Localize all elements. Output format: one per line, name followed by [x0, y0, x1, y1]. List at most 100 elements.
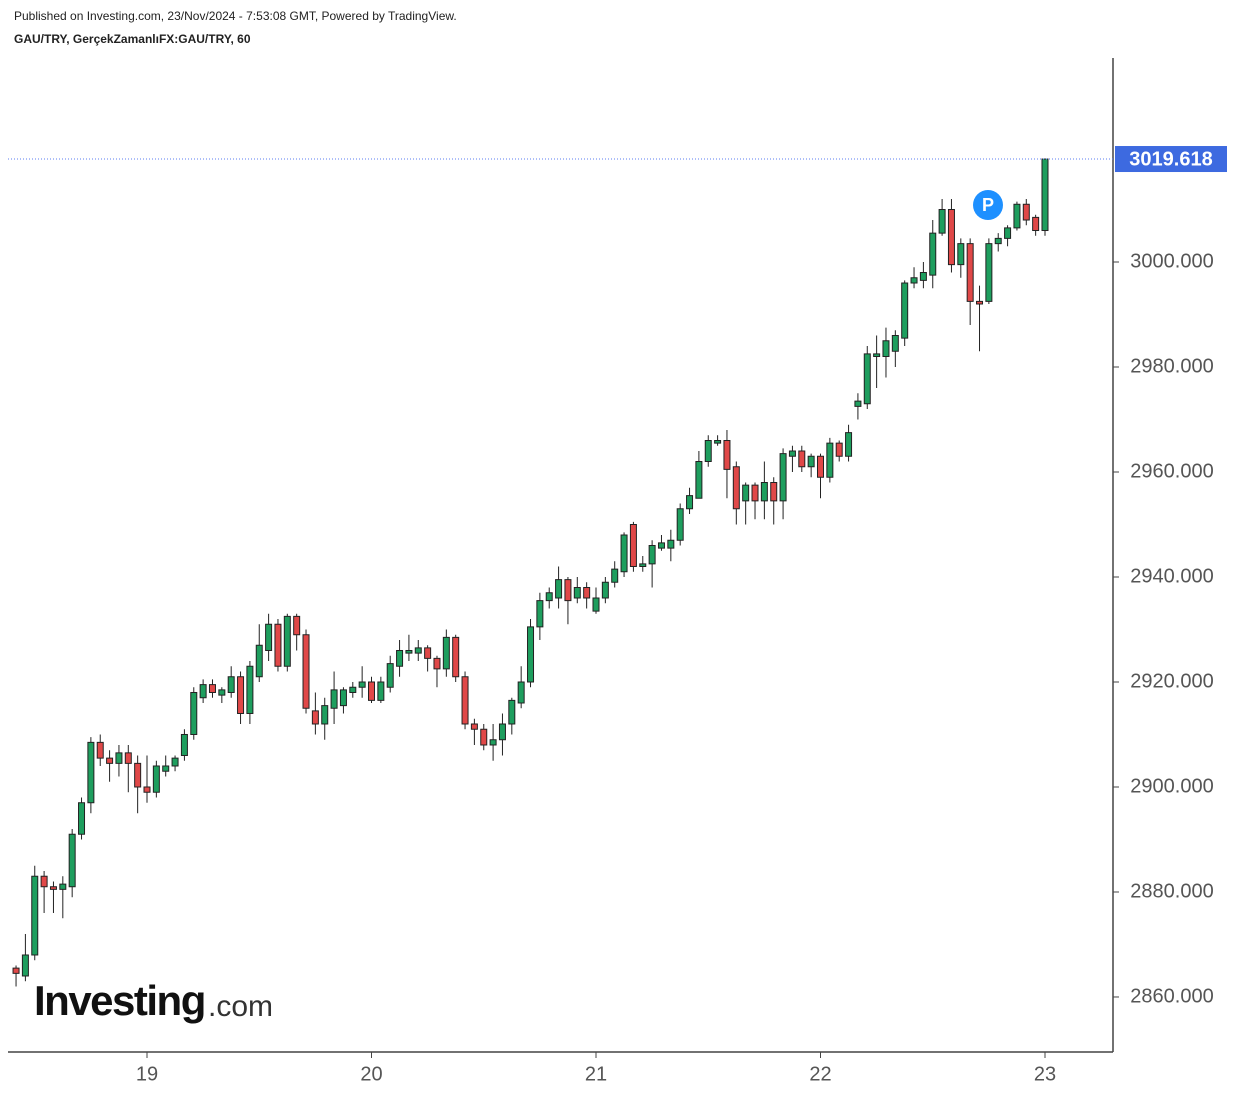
candle-body	[620, 534, 628, 573]
candle-body	[555, 579, 563, 599]
candle-body	[124, 752, 132, 764]
candle-body	[293, 615, 301, 636]
candle-body	[583, 586, 591, 599]
candle-body	[31, 875, 39, 956]
chart-title: GAU/TRY, GerçekZamanlıFX:GAU/TRY, 60	[14, 32, 251, 46]
candle-body	[854, 400, 862, 407]
y-tick-label: 2960.000	[1130, 460, 1213, 482]
candle-body	[396, 649, 404, 667]
candle-body	[527, 626, 535, 683]
y-tick-label: 3000.000	[1130, 250, 1213, 272]
candle-body	[592, 597, 600, 612]
y-tick-label: 2980.000	[1130, 355, 1213, 377]
candle-body	[339, 689, 347, 707]
candle-body	[78, 802, 86, 835]
candle-body	[180, 733, 188, 756]
candle-body	[1022, 203, 1030, 221]
candle-body	[676, 508, 684, 541]
candle-body	[227, 676, 235, 693]
candle-body	[508, 699, 516, 725]
candle-body	[826, 442, 834, 478]
candle-body	[96, 741, 104, 759]
candle-body	[966, 243, 974, 302]
candle-body	[405, 649, 413, 654]
candle-body	[957, 243, 965, 266]
candle-body	[751, 484, 759, 502]
candle-body	[611, 568, 619, 583]
candle-body	[845, 432, 853, 457]
candle-body	[321, 705, 329, 725]
candle-body	[714, 440, 722, 444]
candle-body	[218, 689, 226, 696]
candle-body	[788, 450, 796, 457]
candle-body	[901, 282, 909, 339]
candle-body	[190, 691, 198, 735]
candle-body	[283, 615, 291, 667]
candle-body	[143, 786, 151, 793]
candle-body	[433, 657, 441, 670]
candle-body	[695, 461, 703, 499]
candle-body	[134, 762, 142, 788]
last-price-box	[1115, 146, 1227, 173]
candle-body	[704, 440, 712, 463]
candle-body	[349, 686, 357, 693]
candle-body	[49, 886, 57, 890]
candle-body	[265, 623, 273, 651]
candle-body	[573, 586, 581, 599]
candle-body	[461, 676, 469, 725]
candle-body	[1041, 158, 1049, 232]
candle-body	[891, 335, 899, 352]
candle-body	[386, 663, 394, 688]
candle-body	[816, 455, 824, 478]
candle-body	[667, 539, 675, 549]
candle-body	[686, 495, 694, 510]
candle-body	[470, 723, 478, 730]
candle-body	[498, 723, 506, 741]
candle-body	[442, 636, 450, 670]
candle-body	[536, 600, 544, 628]
candle-body	[311, 710, 319, 725]
candle-body	[302, 634, 310, 709]
candle-body	[629, 523, 637, 567]
annotation-marker	[973, 190, 1003, 220]
y-tick-label: 2940.000	[1130, 565, 1213, 587]
candle-body	[770, 482, 778, 502]
candle-body	[798, 450, 806, 468]
candle-body	[835, 442, 843, 457]
candle-body	[601, 581, 609, 599]
candle-body	[639, 563, 647, 567]
y-tick-label: 2900.000	[1130, 775, 1213, 797]
x-tick-label: 20	[360, 1063, 382, 1085]
candle-body	[246, 665, 254, 714]
candle-body	[414, 647, 422, 654]
y-tick-label: 2860.000	[1130, 985, 1213, 1007]
candle-body	[115, 752, 123, 764]
candle-body	[994, 237, 1002, 245]
candle-body	[424, 647, 432, 659]
candle-body	[489, 739, 497, 746]
candle-body	[162, 765, 170, 772]
candle-body	[452, 636, 460, 678]
candle-body	[274, 623, 282, 667]
candle-body	[12, 967, 20, 974]
candle-body	[742, 484, 750, 502]
candle-body	[377, 681, 385, 701]
candle-body	[760, 482, 768, 502]
candle-body	[1004, 227, 1012, 239]
candle-body	[21, 954, 29, 977]
candle-body	[330, 689, 338, 709]
y-tick-label: 2880.000	[1130, 880, 1213, 902]
candle-body	[873, 353, 881, 358]
last-price-label: 3019.618	[1129, 148, 1212, 170]
candle-body	[882, 340, 890, 358]
candle-body	[106, 757, 114, 764]
logo-suffix: .com	[208, 990, 273, 1023]
candle-body	[910, 277, 918, 284]
candle-body	[40, 875, 48, 888]
candle-body	[919, 272, 927, 281]
candle-body	[517, 681, 525, 704]
candle-body	[657, 542, 665, 549]
candle-body	[152, 765, 160, 793]
